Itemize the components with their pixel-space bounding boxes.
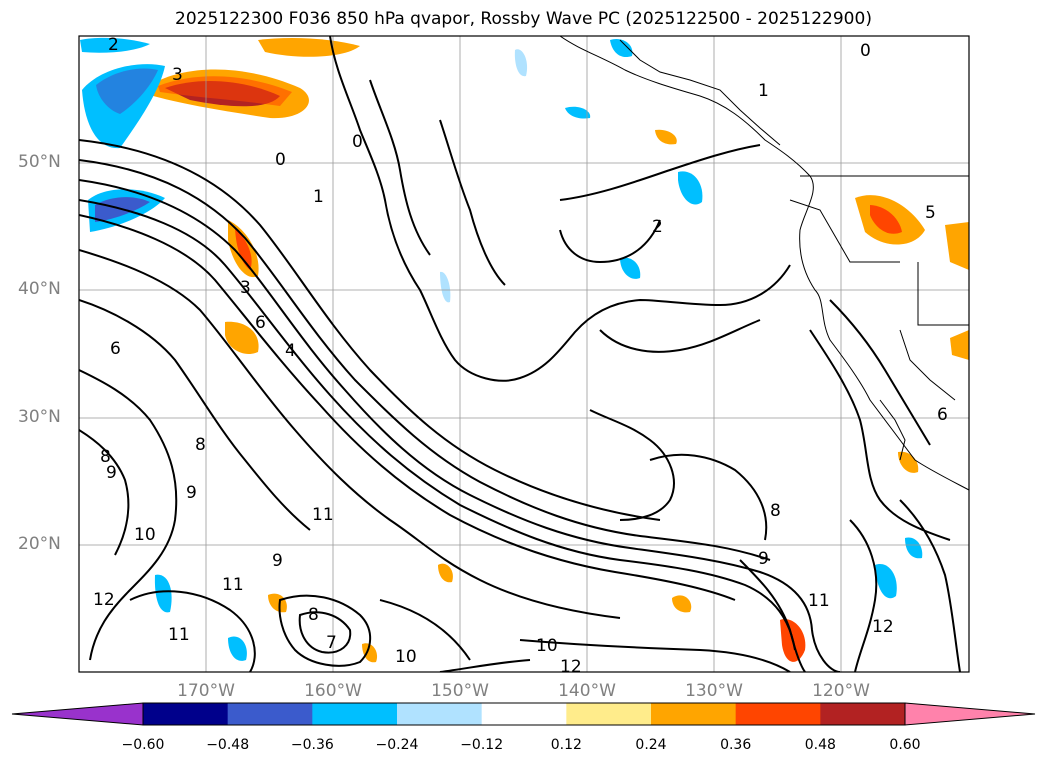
contour-label: 2 [108, 35, 119, 55]
negative-anomaly-patch [905, 537, 923, 559]
anomaly-shading [80, 37, 969, 663]
contour-label: 12 [560, 657, 582, 677]
positive-anomaly-patch [655, 129, 677, 145]
positive-anomaly-patch [362, 643, 378, 663]
map-frame [78, 35, 970, 673]
coastline [559, 36, 969, 491]
map-plot: 2 3 0 0 0 1 1 2 3 4 5 6 6 6 7 8 8 8 8 9 … [78, 35, 970, 677]
contour-labels: 2 3 0 0 0 1 1 2 3 4 5 6 6 6 7 8 8 8 8 9 … [93, 35, 948, 677]
positive-anomaly-core [870, 205, 902, 234]
contour-label: 6 [110, 339, 121, 359]
colorbar-segment [566, 703, 652, 725]
negative-anomaly-patch [565, 106, 591, 119]
contour-label: 8 [195, 435, 206, 455]
contour-label: 12 [93, 590, 115, 610]
lon-label: 150°W [431, 681, 489, 701]
negative-anomaly-patch [678, 171, 703, 205]
contour-label: 9 [186, 483, 197, 503]
lon-label: 140°W [558, 681, 616, 701]
colorbar-tick-label: −0.48 [206, 737, 250, 753]
contour-label: 3 [172, 65, 183, 85]
contour-label: 7 [326, 633, 337, 653]
contour-label: 11 [808, 591, 830, 611]
colorbar-tick-label: −0.24 [375, 737, 419, 753]
colorbar-extend-low [11, 702, 144, 726]
contour-label: 9 [106, 463, 117, 483]
contour-label: 10 [134, 525, 156, 545]
negative-anomaly-patch [80, 37, 150, 53]
colorbar-extend-high [904, 702, 1036, 726]
positive-anomaly-patch [438, 563, 453, 583]
contour-label: 8 [100, 447, 111, 467]
negative-anomaly-patch [154, 574, 172, 613]
colorbar-tick-label: −0.12 [460, 737, 504, 753]
contour-label: 2 [652, 217, 663, 237]
qvapor-contours [79, 36, 961, 672]
negative-anomaly-patch [610, 38, 633, 58]
contour-label: 0 [352, 132, 363, 152]
colorbar-tick-label: −0.60 [121, 737, 165, 753]
colorbar-tick-label: 0.36 [720, 737, 752, 753]
contour-label: 1 [758, 81, 769, 101]
lat-label: 30°N [18, 407, 61, 427]
lon-label: 130°W [685, 681, 743, 701]
contour-label: 9 [758, 549, 769, 569]
negative-anomaly-patch [875, 564, 897, 599]
contour-label: 6 [937, 405, 948, 425]
negative-anomaly-patch [440, 271, 451, 303]
negative-anomaly-patch [514, 49, 528, 77]
lon-label: 170°W [177, 681, 235, 701]
positive-anomaly-ring [158, 76, 292, 106]
contour-label: 6 [255, 313, 266, 333]
colorbar-tick-label: 0.24 [635, 737, 667, 753]
negative-anomaly-patch [620, 257, 641, 279]
positive-anomaly-core [235, 228, 252, 270]
contour-label: 10 [536, 636, 558, 656]
figure-title: 2025122300 F036 850 hPa qvapor, Rossby W… [175, 9, 872, 29]
colorbar-outline [142, 702, 906, 726]
contour-label: 12 [872, 617, 894, 637]
contour-label: 1 [313, 187, 324, 207]
contour-label: 9 [272, 551, 283, 571]
contour-label: 8 [770, 501, 781, 521]
contour-label: 11 [312, 505, 334, 525]
contour-label: 10 [395, 647, 417, 667]
lat-label: 40°N [18, 279, 61, 299]
positive-anomaly-patch [945, 222, 969, 270]
colorbar-segment [481, 703, 567, 725]
contour-label: 5 [925, 203, 936, 223]
colorbar-segment [227, 703, 313, 725]
positive-anomaly-patch [225, 321, 259, 355]
graticule [79, 36, 969, 672]
colorbar-tick-label: −0.36 [290, 737, 334, 753]
colorbar-segment [143, 703, 229, 725]
contour-label: 11 [168, 625, 190, 645]
colorbar-segment [312, 703, 398, 725]
colorbar-tick-label: 0.60 [889, 737, 921, 753]
lon-label: 120°W [812, 681, 870, 701]
contour-label: 8 [308, 605, 319, 625]
lat-label: 50°N [18, 152, 61, 172]
positive-anomaly-patch [672, 595, 692, 613]
contour-label: 11 [222, 575, 244, 595]
colorbar-segment [735, 703, 821, 725]
contour-label: 4 [285, 341, 296, 361]
colorbar [11, 702, 1036, 726]
contour-label: 0 [275, 150, 286, 170]
colorbar-segment [397, 703, 483, 725]
colorbar-tick-label: 0.12 [550, 737, 582, 753]
colorbar-segment [651, 703, 737, 725]
lat-label: 20°N [18, 534, 61, 554]
positive-anomaly-patch [258, 38, 360, 57]
positive-anomaly-patch [950, 330, 969, 360]
lon-label: 160°W [304, 681, 362, 701]
colorbar-segment [820, 703, 906, 725]
contour-label: 3 [240, 278, 251, 298]
negative-anomaly-patch [228, 636, 247, 661]
colorbar-tick-label: 0.48 [804, 737, 836, 753]
negative-anomaly-core [96, 68, 158, 114]
contour-label: 0 [860, 41, 871, 61]
